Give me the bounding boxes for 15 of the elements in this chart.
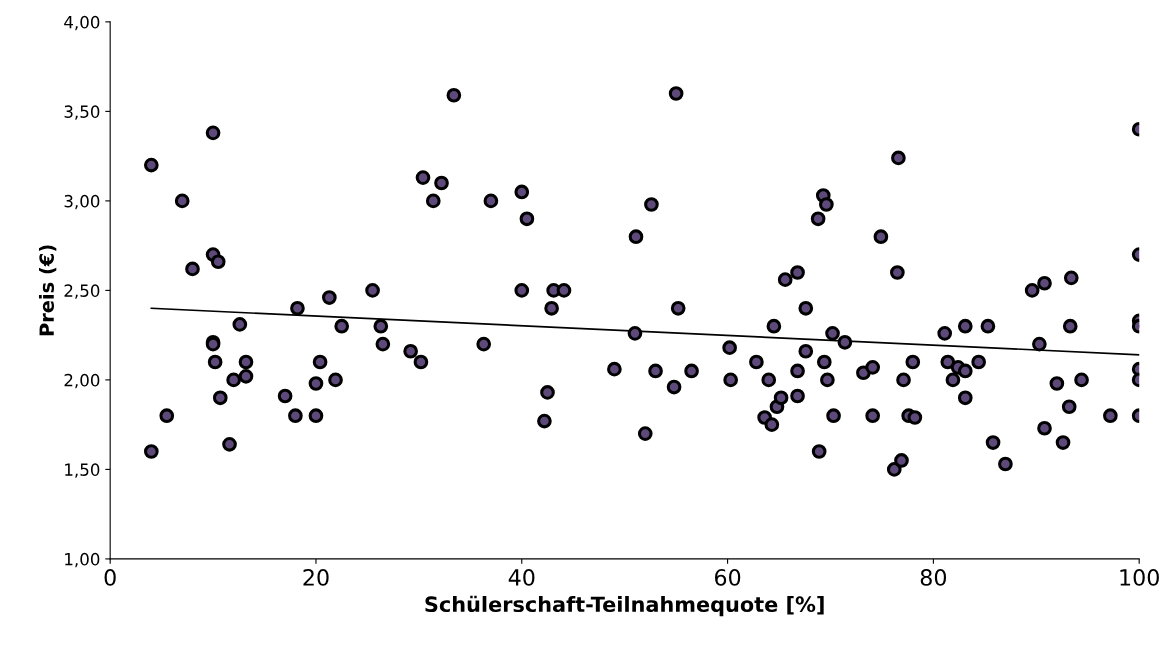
x-tick-label: 20 — [303, 569, 329, 586]
x-tick-label: 0 — [104, 569, 116, 586]
x-tick-label: 60 — [714, 569, 741, 586]
y-tick-label: 4,00 — [64, 15, 100, 31]
x-tick-label: 40 — [508, 569, 535, 586]
x-axis-title: Schülerschaft-Teilnahmequote [%] — [425, 595, 824, 617]
y-tick-label: 1,50 — [65, 463, 100, 478]
y-tick-label: 3,50 — [64, 105, 100, 120]
y-tick-label: 1,00 — [65, 552, 100, 568]
y-axis-title: Preis (€) — [38, 245, 57, 336]
y-tick-label: 3,00 — [64, 194, 100, 210]
y-tick-label: 2,00 — [64, 373, 100, 389]
x-tick-label: 80 — [920, 569, 947, 586]
x-tick-label: 100 — [1120, 569, 1159, 586]
y-tick-label: 2,50 — [64, 284, 100, 299]
